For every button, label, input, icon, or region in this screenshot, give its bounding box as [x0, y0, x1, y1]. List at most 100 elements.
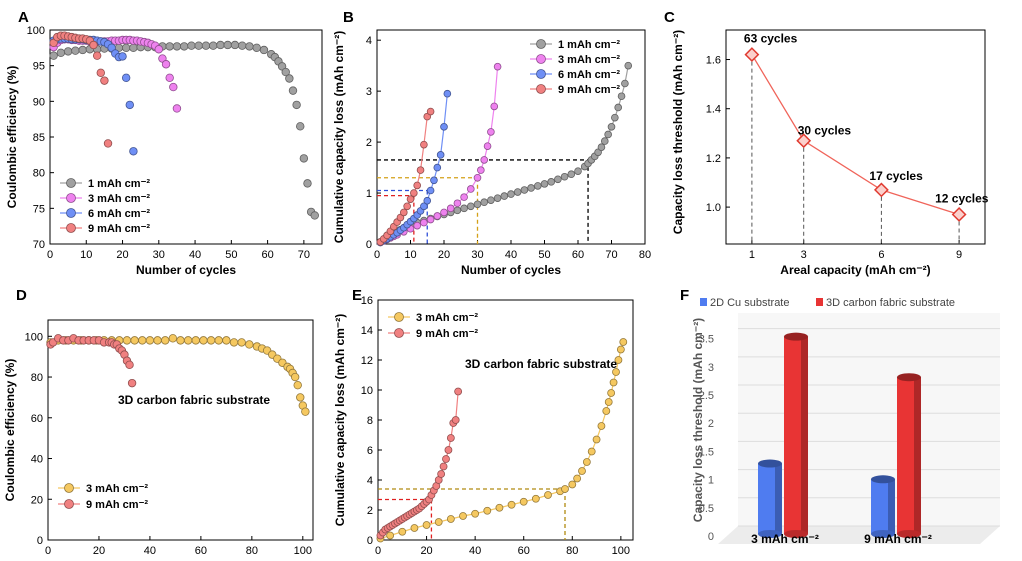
data-point — [153, 336, 162, 345]
panel-label-b: B — [343, 9, 354, 26]
panel-label-c: C — [664, 9, 675, 26]
x-tick-label: 9 — [956, 249, 962, 261]
data-point — [161, 60, 171, 69]
data-point — [436, 151, 445, 159]
x-tick-label: 20 — [438, 249, 450, 261]
legend-marker — [536, 39, 546, 49]
legend-label: 3 mAh cm⁻² — [88, 193, 150, 205]
data-point — [165, 42, 174, 51]
data-point — [310, 211, 319, 220]
data-point — [122, 336, 132, 345]
annotation-text: 3D carbon fabric substrate — [465, 357, 617, 371]
data-point — [490, 102, 499, 111]
x-tick-label: 0 — [45, 545, 51, 557]
panel-label-a: A — [18, 9, 29, 26]
data-point — [172, 42, 182, 51]
y-tick-label: 80 — [33, 168, 45, 180]
data-point — [259, 45, 269, 55]
category-label: 3 mAh cm⁻² — [751, 532, 819, 546]
y-tick-label: 1.2 — [706, 153, 721, 165]
data-point — [607, 389, 616, 397]
legend-marker — [64, 499, 74, 509]
y-tick-label: 6 — [367, 445, 373, 457]
data-point — [466, 185, 475, 193]
data-point — [573, 474, 582, 483]
legend-label: 9 mAh cm⁻² — [86, 499, 148, 511]
y-tick-label: 1 — [366, 188, 372, 200]
y-tick-label: 0 — [366, 239, 372, 251]
x-tick-label: 70 — [298, 249, 310, 261]
data-point — [426, 186, 435, 195]
x-axis-label: Number of cycles — [455, 559, 555, 561]
data-point — [399, 208, 408, 217]
x-tick-label: 70 — [605, 249, 617, 261]
data-point — [624, 61, 633, 70]
annotation-text: 3D carbon fabric substrate — [118, 393, 270, 407]
y-tick-label: 70 — [33, 239, 45, 251]
x-tick-label: 3 — [801, 249, 807, 261]
data-point — [413, 221, 422, 230]
point-label: 63 cycles — [744, 32, 798, 46]
data-point — [454, 387, 463, 396]
data-point — [290, 372, 300, 382]
data-point — [520, 186, 529, 194]
legend-label: 9 mAh cm⁻² — [88, 223, 150, 235]
data-point — [413, 181, 422, 190]
y-tick-label: 4 — [367, 475, 373, 487]
bar-base — [758, 530, 782, 538]
x-tick-label: 0 — [374, 249, 380, 261]
legend-label: 3 mAh cm⁻² — [416, 312, 478, 324]
data-point — [621, 79, 629, 88]
x-tick-label: 40 — [469, 545, 481, 557]
data-point — [443, 89, 452, 98]
data-point — [410, 189, 418, 197]
data-point — [245, 42, 254, 51]
data-point — [138, 336, 147, 345]
y-tick-label: 10 — [361, 385, 373, 397]
data-point — [614, 356, 623, 364]
y-tick-label: 3 — [708, 362, 714, 374]
data-point — [446, 434, 455, 442]
data-point — [434, 518, 443, 526]
y-tick-label: 100 — [27, 25, 45, 37]
data-point — [611, 113, 619, 122]
x-tick-label: 0 — [375, 545, 381, 557]
legend-marker — [66, 193, 76, 203]
y-axis-label: Capacity loss threshold (mAh cm⁻²) — [671, 30, 685, 234]
data-point — [616, 345, 625, 354]
y-tick-label: 0 — [367, 535, 373, 547]
series-line — [379, 391, 459, 536]
data-point — [460, 204, 468, 213]
data-point — [416, 166, 425, 174]
data-point — [466, 202, 475, 211]
data-point — [493, 62, 502, 71]
data-point — [168, 334, 178, 343]
data-point — [296, 393, 305, 402]
data-point — [554, 175, 562, 184]
x-tick-label: 6 — [878, 249, 884, 261]
data-point — [513, 188, 522, 196]
data-point — [578, 467, 586, 475]
data-point — [125, 360, 134, 370]
data-point — [446, 204, 455, 213]
data-point — [194, 41, 203, 50]
data-point — [426, 215, 435, 224]
data-point — [129, 147, 138, 156]
data-point — [78, 45, 87, 55]
x-tick-label: 60 — [261, 249, 273, 261]
bar-top — [897, 373, 921, 382]
y-tick-label: 14 — [361, 325, 373, 337]
data-point — [201, 41, 211, 50]
data-point — [540, 180, 549, 188]
data-point — [187, 41, 196, 50]
y-tick-label: 100 — [25, 331, 43, 343]
bar-top — [871, 475, 895, 484]
x-tick-label: 40 — [144, 545, 156, 557]
data-point — [130, 336, 139, 345]
data-point — [587, 447, 596, 456]
data-point — [230, 40, 240, 50]
x-tick-label: 40 — [505, 249, 517, 261]
data-point — [480, 198, 489, 207]
legend-marker — [66, 208, 76, 218]
bar-shade — [775, 463, 782, 534]
